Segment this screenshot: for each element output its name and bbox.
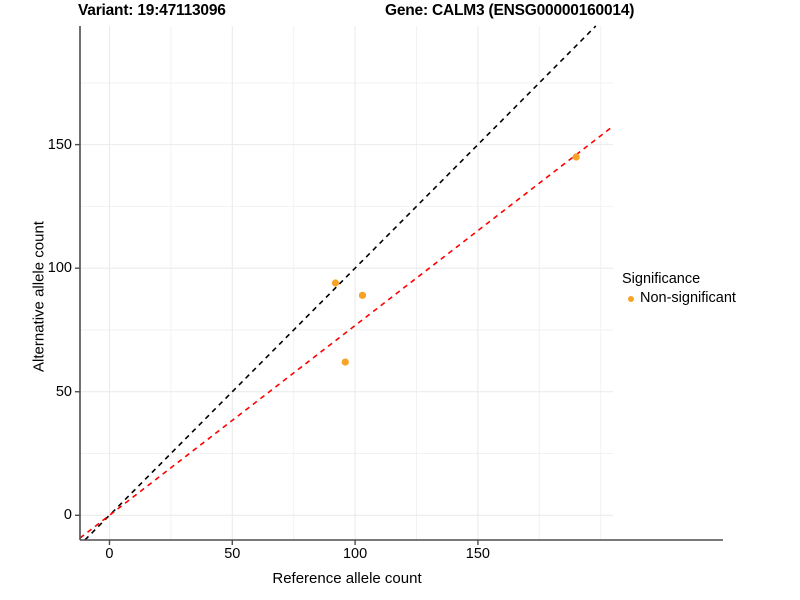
legend-key	[622, 290, 639, 307]
reference-line-identity	[84, 25, 597, 541]
y-tick-label: 0	[63, 507, 72, 524]
legend: Significance Non-significant	[622, 270, 800, 307]
legend-entries: Non-significant	[622, 290, 800, 307]
y-tick-label: 150	[47, 136, 72, 153]
x-tick-label: 150	[465, 546, 490, 562]
x-axis-title: Reference allele count	[272, 570, 422, 587]
legend-title: Significance	[622, 271, 701, 287]
y-axis-title: Alternative allele count	[30, 221, 48, 372]
legend-label: Non-significant	[640, 290, 736, 306]
x-tick-label: 50	[224, 546, 241, 562]
data-point[interactable]	[331, 279, 340, 287]
y-tick-label: 50	[55, 383, 72, 400]
legend-item[interactable]: Non-significant	[622, 290, 800, 307]
y-axis-tick-labels: 0 50 100 150	[8, 0, 72, 600]
data-point[interactable]	[358, 291, 367, 299]
gene-title: Gene: CALM3 (ENSG00000160014)	[385, 2, 635, 19]
x-tick-label: 100	[342, 546, 368, 562]
data-point[interactable]	[572, 153, 580, 161]
reference-line-fitted	[79, 125, 614, 539]
y-tick-label: 100	[47, 260, 72, 277]
x-tick-label: 0	[105, 546, 114, 562]
variant-title: Variant: 19:47113096	[78, 2, 226, 19]
data-point[interactable]	[341, 358, 349, 366]
legend-point-icon	[627, 295, 634, 302]
panel-background	[80, 26, 613, 540]
chart-titles: Variant: 19:47113096 Gene: CALM3 (ENSG00…	[0, 0, 800, 26]
